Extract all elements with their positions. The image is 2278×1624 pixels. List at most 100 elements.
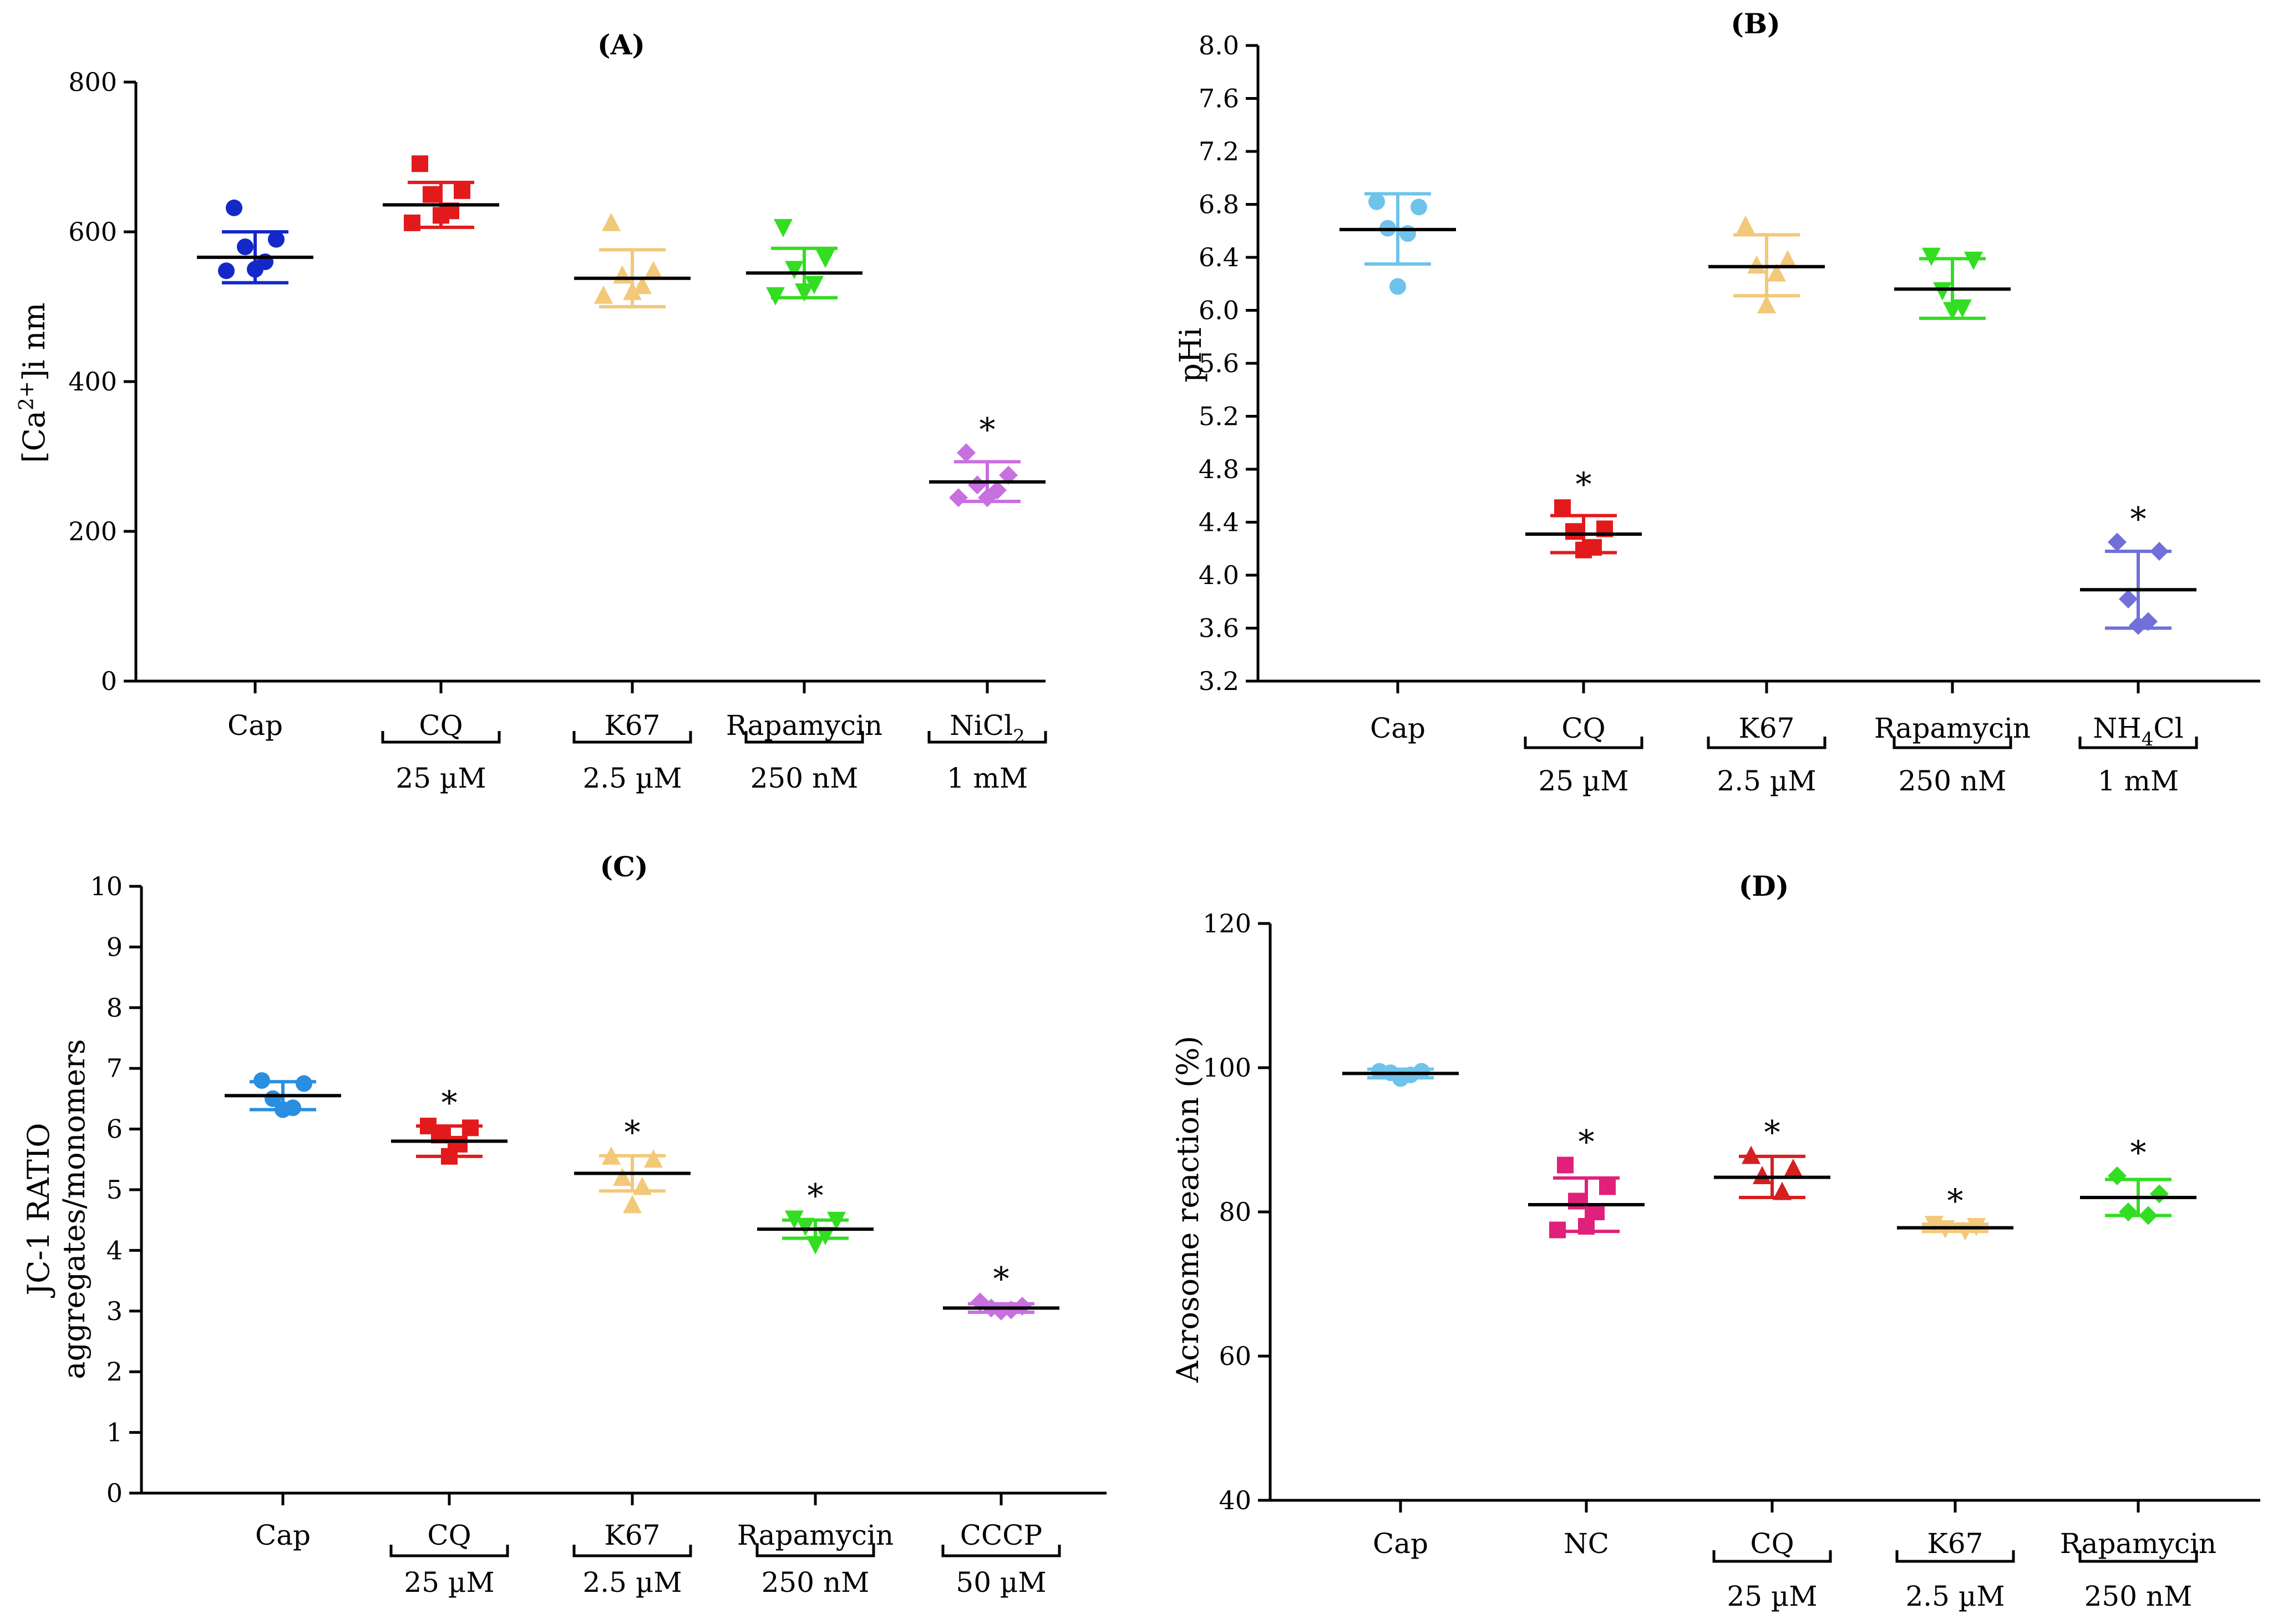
data-point [827,1211,846,1230]
significance-star: * [993,1260,1009,1297]
data-point [296,1075,312,1092]
y-tick-label: 10 [90,871,123,901]
data-point [2150,1184,2169,1204]
data-point [968,475,987,495]
y-tick-label: 3.2 [1199,666,1239,696]
group-rapamycin: Rapamycin 250 nM [1874,247,2031,797]
data-point [1554,499,1571,516]
group-cq: CQ 25 µM * [1524,465,1643,797]
group-cap: Cap [1340,192,1456,744]
data-point [1578,1218,1595,1235]
data-point [806,1236,825,1255]
data-point [774,219,793,237]
data-point [454,182,470,199]
group-cq: CQ 25 µM [381,155,501,794]
y-tick-label: 9 [106,932,123,962]
group-bracket [572,1545,692,1557]
group-cap: Cap [1342,1063,1459,1560]
data-point [602,212,621,231]
group-bracket [1712,1550,1832,1563]
data-point [1736,215,1755,234]
group-bracket [389,1545,509,1557]
data-point [766,287,785,306]
data-point [623,282,642,300]
y-tick-label: 7.2 [1199,136,1239,166]
x-tick-label: Cap [1373,1527,1428,1560]
data-point [949,488,968,507]
data-point [275,1101,291,1118]
concentration-label: 25 µM [395,762,486,794]
data-point [237,238,253,255]
data-point [1368,193,1385,210]
x-tick-label: K67 [605,709,661,742]
y-axis-label: JC-1 RATIOaggregates/monomers [21,1039,92,1379]
data-point [633,1176,652,1195]
concentration-label: 25 µM [1727,1580,1817,1612]
data-point [218,262,235,280]
group-bracket [941,1545,1061,1557]
data-point [1943,302,1962,321]
significance-star: * [1947,1182,1964,1220]
data-point [404,214,420,231]
data-point [247,261,263,278]
y-tick-label: 5 [106,1175,123,1205]
significance-star: * [1764,1114,1780,1151]
x-tick-label: Cap [227,709,283,742]
significance-star: * [1579,1123,1595,1161]
group-cq: CQ 25 µM * [1712,1114,1832,1612]
y-tick-label: 0 [106,1478,123,1508]
concentration-label: 2.5 µM [1905,1580,2005,1612]
y-tick-label: 5.6 [1199,348,1239,378]
data-point [2108,532,2127,552]
x-tick-label: Rapamycin [726,709,882,742]
concentration-label: 25 µM [404,1566,494,1598]
concentration-label: 250 nM [750,762,859,794]
data-point [644,1149,663,1168]
data-point [1575,541,1592,559]
x-tick-label: Rapamycin [1874,712,2031,744]
y-tick-label: 0 [101,666,117,696]
data-point [1411,199,1427,216]
group-bracket [1524,737,1643,749]
group-bracket [755,1545,875,1557]
data-point [1933,282,1952,301]
x-tick-label: CQ [1561,712,1605,744]
y-tick-label: 100 [1203,1053,1251,1083]
data-point [1549,1221,1566,1239]
panel-title: (D) [1739,870,1789,902]
y-tick-label: 800 [68,67,117,97]
data-point [1773,1181,1792,1200]
data-point [1753,1166,1772,1184]
x-tick-label: K67 [1739,712,1795,744]
data-point [602,1146,621,1165]
data-point [433,207,449,224]
x-tick-label: CQ [1750,1527,1794,1560]
data-point [805,276,824,295]
data-point [2108,1166,2127,1185]
y-tick-label: 60 [1219,1341,1251,1371]
data-point [633,276,652,295]
group-nc: NC * [1528,1123,1645,1560]
x-tick-label: Rapamycin [2060,1527,2216,1560]
group-bracket [927,731,1047,744]
x-tick-label: NH4Cl [2093,712,2183,750]
data-point [1399,225,1416,242]
data-point [1565,523,1582,540]
group-cq: CQ 25 µM * [389,1084,509,1598]
data-point [1757,295,1776,313]
data-point [613,265,632,284]
data-point [441,1148,458,1165]
group-bracket [1893,737,2012,749]
y-tick-label: 8 [106,993,123,1023]
x-tick-label: CQ [419,709,463,742]
data-point [1568,1192,1585,1210]
concentration-label: 25 µM [1538,765,1628,797]
data-point [978,488,997,507]
concentration-label: 1 mM [947,762,1028,794]
significance-star: * [2130,500,2147,537]
group-bracket [744,731,864,744]
data-point [594,285,613,304]
data-point [1964,251,1983,270]
